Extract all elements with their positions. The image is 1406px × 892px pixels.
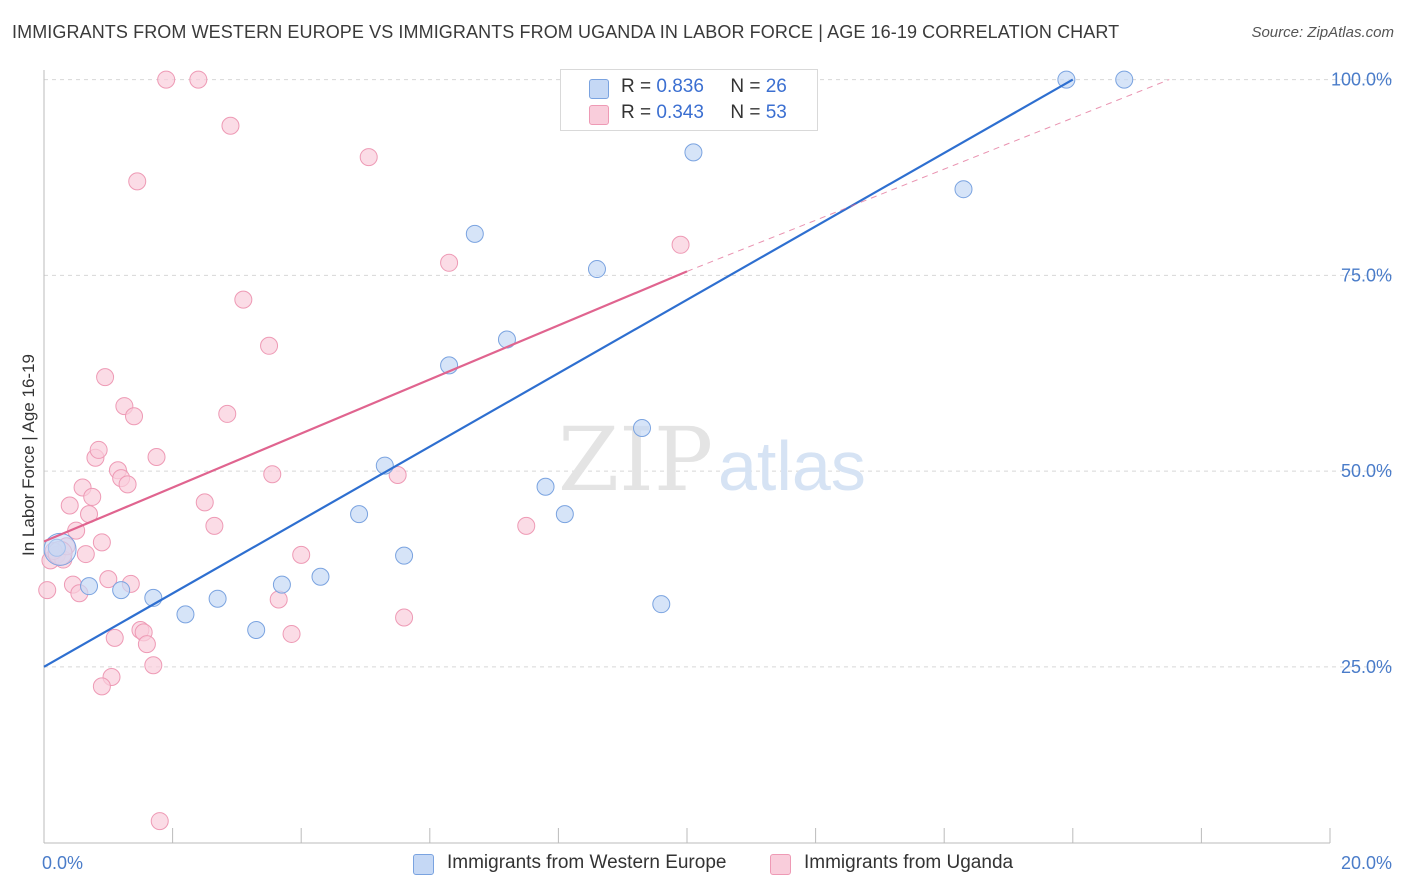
y-axis-label: In Labor Force | Age 16-19 [19, 354, 38, 556]
uganda-point [388, 465, 407, 484]
western-europe-point [536, 477, 555, 496]
uganda-point [234, 290, 253, 309]
uganda-point [105, 628, 124, 647]
trend-lines [43, 78, 1170, 668]
uganda-point [218, 404, 237, 423]
legend-r-value-blue: 0.836 [656, 76, 704, 97]
axes [43, 70, 1331, 844]
uganda-trend-line [43, 270, 688, 543]
pink-swatch [589, 105, 609, 125]
uganda-point [96, 368, 115, 387]
uganda-point [83, 487, 102, 506]
x-tick-label: 20.0% [1341, 853, 1392, 873]
x-tick-label: 0.0% [42, 853, 83, 873]
western-europe-point [684, 143, 703, 162]
chart-title: IMMIGRANTS FROM WESTERN EUROPE VS IMMIGR… [12, 22, 1120, 42]
uganda-point [157, 70, 176, 89]
uganda-point [359, 148, 378, 167]
watermark: ZIP atlas [558, 408, 866, 511]
uganda-point [128, 172, 147, 191]
y-tick-label: 25.0% [1341, 657, 1392, 677]
uganda-point [269, 590, 288, 609]
legend-r-value-pink: 0.343 [656, 102, 704, 123]
uganda-point [118, 475, 137, 494]
uganda-point [517, 516, 536, 535]
western-europe-point [1057, 70, 1076, 89]
source-credit: Source: ZipAtlas.com [1251, 24, 1394, 41]
uganda-point [395, 608, 414, 627]
uganda-point [125, 407, 144, 426]
western-europe-point [555, 505, 574, 524]
uganda-point [92, 677, 111, 696]
bottom-blue-label: Immigrants from Western Europe [447, 852, 727, 873]
uganda-point [263, 465, 282, 484]
tick-labels: 25.0% 50.0% 75.0% 100.0% 0.0% 20.0% [42, 70, 1392, 873]
western-europe-trend-line [43, 78, 1074, 668]
bottom-blue-swatch [413, 854, 434, 875]
blue-swatch [589, 79, 609, 99]
western-europe-point [395, 546, 414, 565]
watermark-atlas: atlas [718, 427, 866, 505]
uganda-point [147, 447, 166, 466]
uganda-point [92, 533, 111, 552]
uganda-point [189, 70, 208, 89]
uganda-point [205, 516, 224, 535]
uganda-point [195, 493, 214, 512]
uganda-point [440, 253, 459, 272]
grid-lines [44, 79, 1392, 668]
western-europe-point [954, 180, 973, 199]
correlation-legend: R = 0.836 N = 26 R = 0.343 N = 53 [560, 69, 818, 131]
legend-n-label-pink: N = [730, 102, 761, 123]
western-europe-point [247, 621, 266, 640]
y-tick-label: 100.0% [1331, 70, 1392, 90]
western-europe-point [311, 567, 330, 586]
uganda-point [292, 545, 311, 564]
western-europe-point [176, 605, 195, 624]
legend-r-label-pink: R = [621, 102, 652, 123]
y-tick-label: 50.0% [1341, 461, 1392, 481]
uganda-point [137, 635, 156, 654]
western-europe-point [208, 589, 227, 608]
uganda-trend-extension [686, 79, 1170, 272]
western-europe-point [112, 581, 131, 600]
western-europe-point [350, 505, 369, 524]
uganda-points [38, 70, 690, 831]
legend-n-value-blue: 26 [765, 76, 787, 97]
uganda-point [221, 116, 240, 135]
western-europe-point [632, 419, 651, 438]
uganda-point [76, 545, 95, 564]
uganda-point [89, 440, 108, 459]
legend-n-label-blue: N = [730, 76, 761, 97]
western-europe-cluster-point [43, 532, 77, 566]
western-europe-point [587, 260, 606, 279]
uganda-point [150, 812, 169, 831]
uganda-point [282, 624, 301, 643]
bottom-pink-label: Immigrants from Uganda [804, 852, 1014, 873]
western-europe-point [80, 577, 99, 596]
legend-r-label-blue: R = [621, 76, 652, 97]
uganda-point [671, 235, 690, 254]
western-europe-points [43, 70, 1134, 640]
y-tick-label: 75.0% [1341, 265, 1392, 285]
uganda-point [260, 336, 279, 355]
western-europe-point [1115, 70, 1134, 89]
western-europe-point [652, 595, 671, 614]
legend-n-value-pink: 53 [765, 102, 787, 123]
uganda-point [99, 570, 118, 589]
uganda-point [60, 496, 79, 515]
uganda-point [144, 656, 163, 675]
western-europe-point [272, 575, 291, 594]
uganda-point [38, 581, 57, 600]
western-europe-point [465, 224, 484, 243]
bottom-pink-swatch [770, 854, 791, 875]
